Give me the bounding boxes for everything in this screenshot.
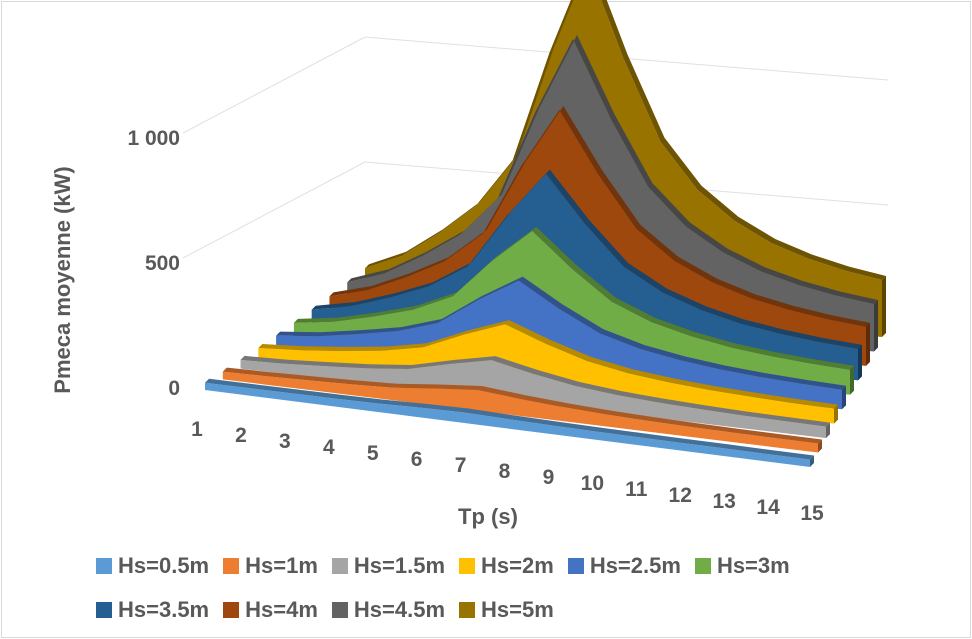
legend-swatch — [694, 558, 711, 574]
gridline-side — [182, 36, 366, 134]
x-tick-label: 8 — [499, 460, 511, 483]
area-cap — [874, 299, 878, 352]
area-cap — [882, 276, 886, 337]
x-tick-label: 12 — [669, 484, 692, 507]
legend-label: Hs=1.5m — [353, 553, 446, 578]
legend-swatch — [96, 602, 112, 618]
area-cap — [826, 422, 830, 439]
legend-swatch — [96, 558, 112, 574]
gridline-side — [182, 161, 366, 259]
series-Hs=0.5m — [205, 378, 814, 467]
legend-item: Hs=0.5m — [96, 544, 209, 588]
area-rim — [205, 378, 814, 460]
legend-label: Hs=5m — [481, 597, 554, 622]
legend-item: Hs=3.5m — [96, 588, 209, 632]
legend-swatch — [459, 558, 476, 574]
area-cap — [858, 344, 862, 381]
legend-swatch — [459, 602, 476, 618]
x-tick-label: 15 — [800, 502, 824, 525]
legend-label: Hs=1m — [245, 553, 318, 578]
legend-label: Hs=4.5m — [353, 597, 446, 622]
area-rim — [365, 0, 886, 280]
y-tick-label: 1 000 — [127, 127, 180, 150]
x-tick-label: 3 — [279, 430, 291, 453]
x-tick-label: 5 — [367, 442, 379, 465]
x-tick-label: 13 — [712, 490, 735, 513]
x-tick-label: 4 — [323, 436, 335, 459]
legend-item: Hs=4.5m — [331, 588, 446, 632]
area-cap — [810, 455, 814, 467]
legend-swatch — [223, 558, 240, 574]
legend-swatch — [331, 602, 348, 618]
legend-item: Hs=4m — [223, 588, 318, 632]
legend-item: Hs=1m — [223, 544, 318, 588]
area-mark — [222, 371, 818, 453]
area-rim — [258, 320, 838, 409]
x-tick-label: 6 — [411, 448, 423, 471]
legend-item: Hs=2.5m — [567, 544, 681, 588]
legend-swatch — [223, 602, 240, 618]
legend-item: Hs=5m — [459, 588, 554, 632]
x-axis-title: Tp (s) — [458, 504, 518, 529]
x-tick-label: 14 — [756, 496, 780, 519]
area-cap — [818, 439, 822, 453]
legend: Hs=0.5m Hs=1m Hs=1.5m Hs=2m Hs=2.5m Hs=3m Hs=3… — [96, 544, 916, 632]
x-tick-label: 2 — [235, 424, 247, 447]
series-Hs=1m — [222, 367, 822, 453]
x-tick-label: 11 — [625, 478, 648, 501]
legend-label: Hs=2m — [481, 553, 554, 578]
legend-label: Hs=3.5m — [118, 597, 210, 622]
area-cap — [866, 322, 870, 366]
x-tick-label: 7 — [455, 454, 467, 477]
area-rim — [222, 367, 822, 444]
legend-swatch — [567, 558, 584, 574]
y-tick-label: 0 — [168, 377, 180, 400]
legend-label: Hs=3m — [716, 553, 790, 578]
y-axis-title: Pmeca moyenne (kW) — [50, 166, 75, 393]
legend-item: Hs=1.5m — [331, 544, 446, 588]
area-rim — [240, 355, 831, 427]
legend-label: Hs=0.5m — [118, 553, 210, 578]
legend-label: Hs=4m — [245, 597, 318, 622]
legend-item: Hs=3m — [694, 544, 790, 588]
x-tick-label: 10 — [581, 472, 604, 495]
x-tick-label: 1 — [191, 418, 203, 441]
area-cap — [850, 365, 854, 395]
area-rim — [276, 276, 847, 390]
legend-label: Hs=2.5m — [589, 553, 681, 578]
y-tick-label: 500 — [145, 252, 180, 275]
area-cap — [842, 385, 846, 410]
area-mark — [205, 382, 810, 467]
legend-swatch — [331, 558, 348, 574]
x-tick-label: 9 — [543, 466, 555, 489]
area-cap — [834, 404, 838, 424]
legend-item: Hs=2m — [459, 544, 554, 588]
